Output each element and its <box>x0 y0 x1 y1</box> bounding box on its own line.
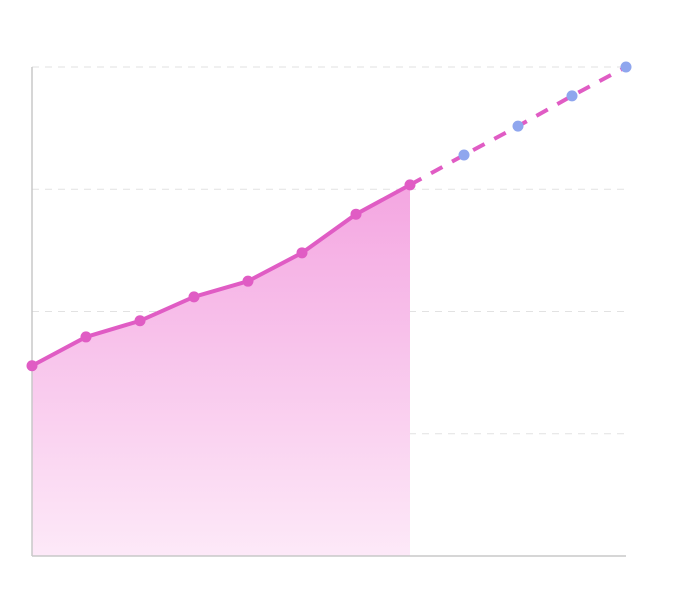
line <box>31 183 411 368</box>
forecast-point <box>458 149 470 161</box>
point <box>404 179 416 191</box>
forecast-point <box>566 90 578 102</box>
forecast-point <box>512 120 524 132</box>
forecast-point <box>620 61 632 73</box>
point <box>242 275 254 287</box>
point <box>350 208 362 220</box>
point <box>296 247 308 259</box>
area <box>32 184 410 556</box>
point <box>26 360 38 372</box>
point <box>134 315 146 327</box>
point <box>188 291 200 303</box>
point <box>80 331 92 343</box>
